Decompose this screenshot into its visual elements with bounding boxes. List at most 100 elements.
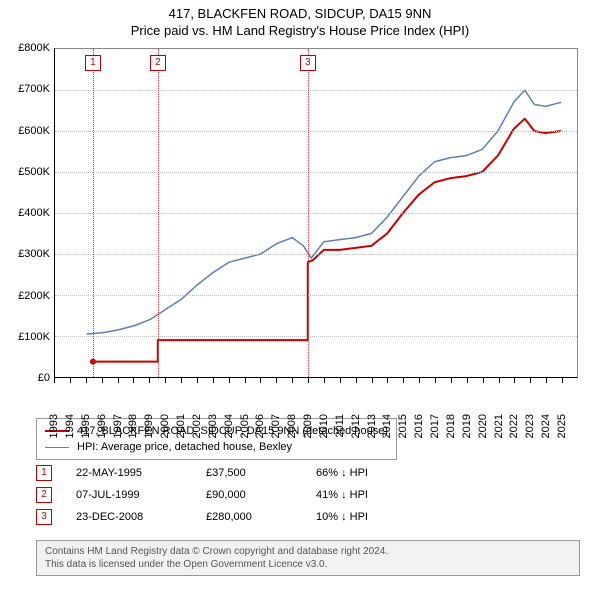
event-price-3: £280,000 <box>206 511 316 523</box>
x-axis-tick <box>260 378 261 383</box>
footer-attribution: Contains HM Land Registry data © Crown c… <box>36 540 580 576</box>
x-axis-label: 2019 <box>461 414 473 438</box>
event-marker-2: 2 <box>36 487 52 503</box>
x-axis-label: 2021 <box>493 414 505 438</box>
event-marker-box: 3 <box>300 55 316 71</box>
series-line-price_paid <box>93 119 561 362</box>
footer-line-2: This data is licensed under the Open Gov… <box>45 558 571 571</box>
chart-plot-area: 1 2 3 <box>54 48 578 378</box>
x-axis-tick <box>102 378 103 383</box>
x-axis-label: 2014 <box>381 414 393 438</box>
x-axis-tick <box>70 378 71 383</box>
x-axis-label: 2004 <box>223 414 235 438</box>
x-axis-label: 2016 <box>413 414 425 438</box>
x-axis-tick <box>133 378 134 383</box>
event-row-3: 3 23-DEC-2008 £280,000 10% ↓ HPI <box>36 506 368 528</box>
x-axis-tick <box>546 378 547 383</box>
x-axis-tick <box>467 378 468 383</box>
event-date-2: 07-JUL-1999 <box>76 489 206 501</box>
x-axis-label: 2005 <box>239 414 251 438</box>
events-table: 1 22-MAY-1995 £37,500 66% ↓ HPI 2 07-JUL… <box>36 462 368 528</box>
x-axis-label: 2012 <box>350 414 362 438</box>
x-axis-tick <box>324 378 325 383</box>
title-line-1: 417, BLACKFEN ROAD, SIDCUP, DA15 9NN <box>0 6 600 21</box>
gridline-h <box>55 90 577 91</box>
x-axis-tick <box>387 378 388 383</box>
legend-item-hpi: HPI: Average price, detached house, Bexl… <box>45 439 388 455</box>
legend-label-hpi: HPI: Average price, detached house, Bexl… <box>77 441 292 453</box>
y-axis-label: £500K <box>4 166 50 178</box>
event-marker-box: 1 <box>85 55 101 71</box>
x-axis-label: 2015 <box>397 414 409 438</box>
x-axis-label: 2007 <box>270 414 282 438</box>
x-axis-label: 2006 <box>254 414 266 438</box>
x-axis-label: 2023 <box>524 414 536 438</box>
x-axis-label: 2011 <box>334 414 346 438</box>
x-axis-tick <box>165 378 166 383</box>
event-marker-line <box>93 49 94 377</box>
event-date-3: 23-DEC-2008 <box>76 511 206 523</box>
y-axis-label: £200K <box>4 290 50 302</box>
x-axis-label: 2025 <box>556 414 568 438</box>
event-price-2: £90,000 <box>206 489 316 501</box>
gridline-h <box>55 295 577 296</box>
x-axis-tick <box>451 378 452 383</box>
x-axis-tick <box>213 378 214 383</box>
x-axis-label: 1999 <box>143 414 155 438</box>
x-axis-label: 1996 <box>96 414 108 438</box>
gridline-h <box>55 213 577 214</box>
event-delta-2: 41% ↓ HPI <box>316 489 368 501</box>
gridline-h <box>55 131 577 132</box>
x-axis-tick <box>86 378 87 383</box>
x-axis-label: 2009 <box>302 414 314 438</box>
x-axis-tick <box>372 378 373 383</box>
chart-title-block: 417, BLACKFEN ROAD, SIDCUP, DA15 9NN Pri… <box>0 0 600 38</box>
x-axis-tick <box>229 378 230 383</box>
y-axis-label: £0 <box>4 372 50 384</box>
gridline-h <box>55 254 577 255</box>
x-axis-tick <box>245 378 246 383</box>
x-axis-tick <box>292 378 293 383</box>
x-axis-tick <box>308 378 309 383</box>
event-marker-3: 3 <box>36 509 52 525</box>
x-axis-tick <box>149 378 150 383</box>
x-axis-tick <box>181 378 182 383</box>
x-axis-tick <box>514 378 515 383</box>
y-axis-label: £400K <box>4 207 50 219</box>
x-axis-tick <box>340 378 341 383</box>
x-axis-label: 2010 <box>318 414 330 438</box>
event-marker-box: 2 <box>150 55 166 71</box>
x-axis-label: 2020 <box>477 414 489 438</box>
x-axis-tick <box>562 378 563 383</box>
x-axis-label: 2018 <box>445 414 457 438</box>
x-axis-label: 2024 <box>540 414 552 438</box>
x-axis-label: 1993 <box>48 414 60 438</box>
x-axis-tick <box>483 378 484 383</box>
event-marker-line <box>308 49 309 377</box>
x-axis-label: 2022 <box>508 414 520 438</box>
x-axis-label: 1997 <box>112 414 124 438</box>
gridline-h <box>55 336 577 337</box>
x-axis-label: 2001 <box>175 414 187 438</box>
y-axis-label: £800K <box>4 42 50 54</box>
event-price-1: £37,500 <box>206 467 316 479</box>
x-axis-tick <box>403 378 404 383</box>
footer-line-1: Contains HM Land Registry data © Crown c… <box>45 545 571 558</box>
event-marker-1: 1 <box>36 465 52 481</box>
y-axis-label: £100K <box>4 331 50 343</box>
x-axis-label: 1995 <box>80 414 92 438</box>
x-axis-tick <box>530 378 531 383</box>
x-axis-label: 2003 <box>207 414 219 438</box>
x-axis-label: 1994 <box>64 414 76 438</box>
x-axis-label: 2002 <box>191 414 203 438</box>
legend-swatch-hpi <box>45 447 69 448</box>
x-axis-label: 2008 <box>286 414 298 438</box>
x-axis-label: 2013 <box>366 414 378 438</box>
x-axis-tick <box>356 378 357 383</box>
x-axis-tick <box>435 378 436 383</box>
y-axis-label: £600K <box>4 125 50 137</box>
gridline-h <box>55 172 577 173</box>
event-row-2: 2 07-JUL-1999 £90,000 41% ↓ HPI <box>36 484 368 506</box>
x-axis-tick <box>419 378 420 383</box>
x-axis-tick <box>197 378 198 383</box>
